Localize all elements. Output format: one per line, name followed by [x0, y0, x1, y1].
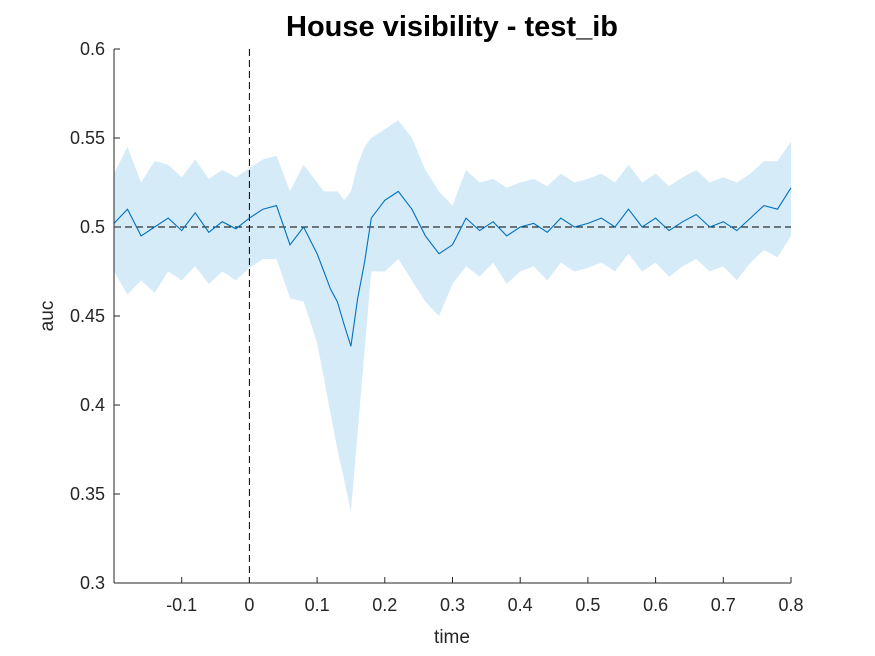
x-tick-label: 0 — [244, 595, 254, 615]
x-tick-label: 0.3 — [440, 595, 465, 615]
y-tick-label: 0.55 — [70, 128, 105, 148]
x-tick-label: 0.4 — [508, 595, 533, 615]
x-axis-label: time — [434, 627, 470, 648]
y-tick-label: 0.4 — [80, 395, 105, 415]
x-tick-label: 0.7 — [711, 595, 736, 615]
y-tick-label: 0.3 — [80, 573, 105, 593]
y-tick-label: 0.45 — [70, 306, 105, 326]
series-line — [113, 187, 792, 347]
x-tick-label: 0.8 — [778, 595, 803, 615]
x-tick-label: 0.1 — [305, 595, 330, 615]
plot-area — [113, 49, 792, 583]
y-tick-label: 0.5 — [80, 217, 105, 237]
axes — [113, 48, 792, 584]
x-tick-label: -0.1 — [166, 595, 197, 615]
y-axis-label: auc — [37, 301, 58, 332]
x-tick-label: 0.2 — [372, 595, 397, 615]
tick-labels: -0.1 0 0.1 0.2 0.3 0.4 0.5 0.6 0.7 0.8 0.3 0.35 0.4 0… — [70, 39, 804, 615]
x-tick-label: 0.6 — [643, 595, 668, 615]
x-tick-label: 0.5 — [575, 595, 600, 615]
y-tick-label: 0.6 — [80, 39, 105, 59]
chart-title: House visibility - test_ib — [286, 11, 618, 43]
y-tick-label: 0.35 — [70, 484, 105, 504]
